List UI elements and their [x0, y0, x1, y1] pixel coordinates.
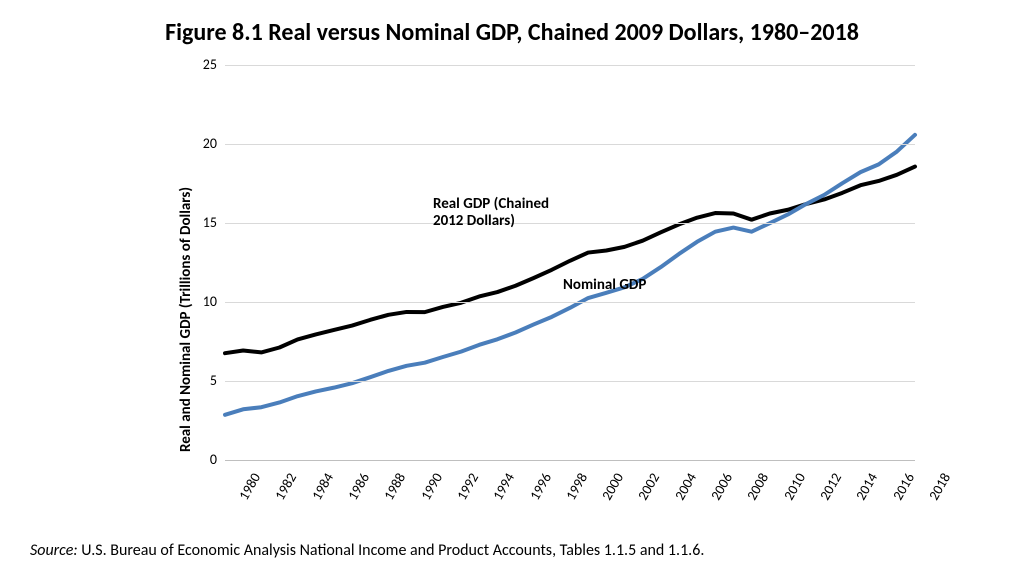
x-tick-label: 2000	[598, 470, 627, 503]
x-tick-label: 2002	[635, 470, 664, 503]
y-tick-label: 25	[187, 56, 217, 73]
chart-title: Figure 8.1 Real versus Nominal GDP, Chai…	[0, 18, 1024, 47]
x-tick-label: 2010	[780, 470, 809, 503]
y-tick-label: 0	[187, 451, 217, 468]
x-tick-label: 1982	[272, 470, 301, 503]
x-tick-label: 2018	[925, 470, 954, 503]
x-tick-label: 2016	[889, 470, 918, 503]
x-tick-label: 1994	[489, 470, 518, 503]
grid-line	[225, 302, 915, 303]
series-line	[225, 167, 915, 354]
x-tick-label: 1988	[380, 470, 409, 503]
grid-line	[225, 223, 915, 224]
x-tick-label: 2006	[707, 470, 736, 503]
x-tick-label: 2004	[671, 470, 700, 503]
source-label: Source:	[30, 541, 78, 560]
grid-line	[225, 381, 915, 382]
y-tick-label: 15	[187, 214, 217, 231]
source-citation: Source: U.S. Bureau of Economic Analysis…	[30, 541, 704, 560]
source-text: U.S. Bureau of Economic Analysis Nationa…	[78, 541, 705, 560]
x-tick-label: 1980	[235, 470, 264, 503]
x-tick-label: 2008	[744, 470, 773, 503]
x-tick-label: 1990	[417, 470, 446, 503]
x-tick-label: 1984	[308, 470, 337, 503]
x-tick-label: 1992	[453, 470, 482, 503]
x-tick-label: 1986	[344, 470, 373, 503]
x-tick-label: 2014	[853, 470, 882, 503]
series-label: Real GDP (Chained2012 Dollars)	[433, 196, 549, 231]
series-label: Nominal GDP	[563, 277, 646, 294]
x-axis-line	[225, 460, 915, 461]
grid-line	[225, 144, 915, 145]
x-tick-label: 2012	[816, 470, 845, 503]
y-tick-label: 20	[187, 135, 217, 152]
series-line	[225, 135, 915, 415]
chart-lines-svg	[225, 65, 915, 460]
x-tick-label: 1998	[562, 470, 591, 503]
chart-plot-area: 0510152025198019821984198619881990199219…	[225, 65, 915, 460]
y-tick-label: 10	[187, 293, 217, 310]
y-tick-label: 5	[187, 372, 217, 389]
x-tick-label: 1996	[526, 470, 555, 503]
grid-line	[225, 65, 915, 66]
